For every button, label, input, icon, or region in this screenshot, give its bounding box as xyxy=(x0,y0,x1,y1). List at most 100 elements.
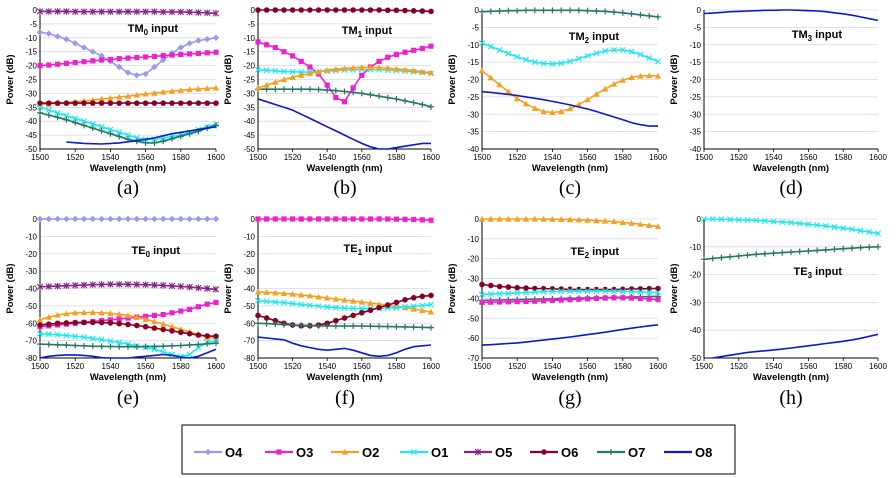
data-point xyxy=(212,10,220,17)
data-point xyxy=(289,321,296,328)
data-point xyxy=(350,7,356,13)
data-point xyxy=(142,316,149,322)
data-point xyxy=(341,315,348,321)
data-point xyxy=(610,288,618,295)
y-axis-label: Power (dB) xyxy=(669,263,680,313)
y-tick-label: -30 xyxy=(25,267,37,276)
panel-label: (b) xyxy=(333,177,356,199)
data-point xyxy=(186,215,193,223)
data-point xyxy=(479,8,485,15)
data-point xyxy=(169,342,175,349)
data-point xyxy=(54,341,61,348)
y-tick-label: -5 xyxy=(694,23,702,32)
series-o8 xyxy=(257,98,431,150)
data-point xyxy=(796,220,803,227)
series-o8 xyxy=(712,333,879,359)
data-point xyxy=(384,7,391,14)
data-point xyxy=(272,7,279,13)
panel-title: TE2 input xyxy=(571,246,620,260)
data-point xyxy=(124,92,132,99)
data-point xyxy=(376,58,382,65)
data-point xyxy=(376,93,383,100)
data-point xyxy=(98,127,105,134)
data-point xyxy=(718,254,725,261)
data-point xyxy=(584,7,591,14)
data-point xyxy=(37,100,43,106)
data-point xyxy=(80,309,88,316)
data-point xyxy=(80,215,88,223)
data-point xyxy=(655,13,661,20)
y-tick-label: -5 xyxy=(248,20,256,29)
data-point xyxy=(549,109,556,116)
data-point xyxy=(142,343,149,350)
data-point xyxy=(187,306,193,312)
data-point xyxy=(124,281,132,288)
panel-title: TE3 input xyxy=(794,266,843,280)
data-point xyxy=(254,288,262,295)
x-tick-label: 1540 xyxy=(318,153,336,162)
data-point xyxy=(487,8,494,15)
x-tick-label: 1580 xyxy=(172,362,190,371)
data-point xyxy=(37,341,43,348)
data-point xyxy=(770,218,777,225)
x-tick-label: 1600 xyxy=(649,362,667,371)
data-point xyxy=(358,298,365,305)
panel-title: TE0 input xyxy=(132,245,181,259)
data-point xyxy=(637,51,644,58)
data-point xyxy=(272,216,278,222)
data-point xyxy=(593,90,600,97)
data-point xyxy=(333,94,339,101)
data-point xyxy=(315,86,322,93)
data-point xyxy=(63,116,70,123)
data-point xyxy=(350,89,357,96)
data-point xyxy=(324,82,330,88)
data-point xyxy=(134,322,140,329)
legend-label: O8 xyxy=(695,445,712,460)
data-point xyxy=(566,105,574,112)
data-point xyxy=(80,334,88,341)
x-tick-label: 1560 xyxy=(353,153,371,162)
panel-title: TM3 input xyxy=(792,29,843,43)
series-o8 xyxy=(703,9,879,22)
data-point xyxy=(255,312,261,319)
data-point xyxy=(168,282,176,290)
y-tick-label: -10 xyxy=(689,41,701,50)
data-point xyxy=(558,216,565,222)
data-point xyxy=(761,217,768,224)
data-point xyxy=(133,72,140,79)
data-point xyxy=(350,323,357,330)
data-point xyxy=(151,100,158,106)
data-point xyxy=(709,255,716,262)
data-point xyxy=(90,58,96,64)
data-point xyxy=(143,54,149,60)
data-point xyxy=(410,99,417,106)
data-point xyxy=(324,67,331,73)
y-tick-label: -70 xyxy=(25,337,37,346)
data-point xyxy=(655,297,661,303)
y-tick-label: -50 xyxy=(689,354,701,363)
data-point xyxy=(419,68,426,75)
data-point xyxy=(36,283,44,290)
data-point xyxy=(488,282,494,289)
data-point xyxy=(160,88,167,95)
panel-label: (h) xyxy=(779,387,802,409)
y-tick-label: -35 xyxy=(467,128,479,137)
data-point xyxy=(63,320,70,326)
data-point xyxy=(522,215,530,222)
data-point xyxy=(427,69,435,76)
data-point xyxy=(116,129,123,136)
y-tick-label: -40 xyxy=(467,145,479,154)
data-point xyxy=(186,351,193,358)
x-tick-label: 1580 xyxy=(834,153,852,162)
data-point xyxy=(359,7,365,13)
data-point xyxy=(263,289,270,295)
data-point xyxy=(332,87,339,94)
data-point xyxy=(566,58,574,65)
data-point xyxy=(133,215,140,223)
data-point xyxy=(735,216,742,223)
y-tick-label: -15 xyxy=(25,48,37,57)
data-point xyxy=(72,8,79,15)
legend-label: O1 xyxy=(431,445,448,460)
data-point xyxy=(376,304,382,311)
